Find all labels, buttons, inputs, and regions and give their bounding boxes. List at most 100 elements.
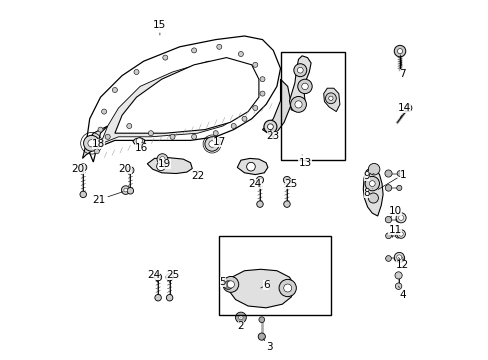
Circle shape	[127, 188, 133, 194]
Circle shape	[267, 124, 273, 130]
Text: 16: 16	[135, 142, 148, 153]
Circle shape	[216, 44, 222, 49]
Circle shape	[393, 252, 404, 262]
Polygon shape	[237, 158, 267, 175]
Circle shape	[227, 281, 234, 288]
Circle shape	[238, 315, 243, 320]
Polygon shape	[262, 79, 291, 137]
Circle shape	[404, 104, 411, 112]
Circle shape	[242, 116, 246, 121]
Circle shape	[396, 171, 402, 176]
Circle shape	[297, 67, 303, 73]
Circle shape	[157, 154, 167, 165]
Circle shape	[148, 131, 153, 136]
Circle shape	[293, 64, 306, 77]
Circle shape	[283, 201, 289, 207]
Circle shape	[94, 149, 99, 154]
Circle shape	[223, 276, 238, 292]
Circle shape	[224, 281, 232, 289]
Circle shape	[260, 91, 264, 96]
Circle shape	[395, 217, 400, 222]
Circle shape	[163, 55, 167, 60]
Polygon shape	[323, 88, 339, 112]
Circle shape	[154, 274, 162, 281]
Text: 24: 24	[147, 270, 160, 283]
Circle shape	[121, 186, 130, 194]
Polygon shape	[133, 138, 144, 145]
Text: 6: 6	[260, 280, 269, 290]
Circle shape	[252, 62, 257, 67]
Circle shape	[112, 87, 117, 93]
Circle shape	[156, 162, 165, 171]
Circle shape	[398, 232, 403, 236]
Text: 24: 24	[248, 179, 262, 189]
Circle shape	[134, 69, 139, 75]
Circle shape	[394, 272, 401, 279]
Polygon shape	[363, 167, 382, 216]
Text: 15: 15	[153, 20, 166, 35]
Text: 8: 8	[363, 188, 372, 198]
Text: 2: 2	[237, 318, 244, 331]
Circle shape	[385, 233, 390, 239]
Circle shape	[283, 284, 291, 292]
Circle shape	[155, 294, 161, 301]
Circle shape	[279, 279, 296, 297]
Circle shape	[328, 96, 332, 100]
Polygon shape	[86, 36, 280, 162]
Circle shape	[160, 157, 164, 162]
Circle shape	[246, 162, 255, 171]
Circle shape	[88, 140, 95, 147]
Circle shape	[394, 283, 401, 289]
Circle shape	[170, 134, 175, 139]
Text: 11: 11	[387, 225, 401, 238]
Circle shape	[231, 123, 236, 129]
Circle shape	[123, 188, 127, 192]
Circle shape	[102, 109, 106, 114]
Text: 12: 12	[395, 257, 408, 270]
Circle shape	[385, 216, 391, 223]
Circle shape	[80, 191, 86, 198]
Circle shape	[264, 120, 276, 133]
Circle shape	[396, 185, 401, 190]
Circle shape	[256, 201, 263, 207]
Circle shape	[191, 134, 196, 139]
Circle shape	[98, 127, 103, 132]
Text: 13: 13	[298, 155, 311, 168]
Bar	[280, 52, 345, 160]
Circle shape	[393, 45, 405, 57]
Circle shape	[393, 256, 398, 261]
Text: 23: 23	[266, 130, 279, 141]
Circle shape	[365, 176, 379, 191]
Bar	[219, 236, 330, 315]
Circle shape	[283, 176, 290, 184]
Circle shape	[395, 213, 406, 223]
Text: 9: 9	[363, 171, 373, 181]
Circle shape	[166, 294, 172, 301]
Text: 14: 14	[397, 103, 410, 118]
Circle shape	[136, 138, 142, 144]
Circle shape	[83, 135, 99, 151]
Circle shape	[294, 101, 302, 108]
Circle shape	[238, 51, 243, 57]
Circle shape	[105, 134, 110, 139]
Circle shape	[395, 234, 399, 238]
Text: 4: 4	[398, 286, 406, 300]
Circle shape	[297, 79, 311, 94]
Polygon shape	[147, 158, 192, 174]
Circle shape	[166, 274, 173, 281]
Circle shape	[385, 185, 391, 191]
Circle shape	[290, 96, 306, 112]
Circle shape	[384, 170, 391, 177]
Circle shape	[385, 256, 390, 261]
Circle shape	[129, 169, 132, 172]
Circle shape	[397, 49, 402, 54]
Circle shape	[398, 215, 403, 220]
Circle shape	[367, 193, 378, 203]
Circle shape	[367, 163, 379, 175]
Text: 7: 7	[399, 55, 406, 79]
Text: 20: 20	[118, 164, 131, 174]
Text: 22: 22	[191, 171, 204, 181]
Circle shape	[126, 123, 132, 129]
Text: 1: 1	[378, 170, 406, 189]
Polygon shape	[227, 269, 294, 308]
